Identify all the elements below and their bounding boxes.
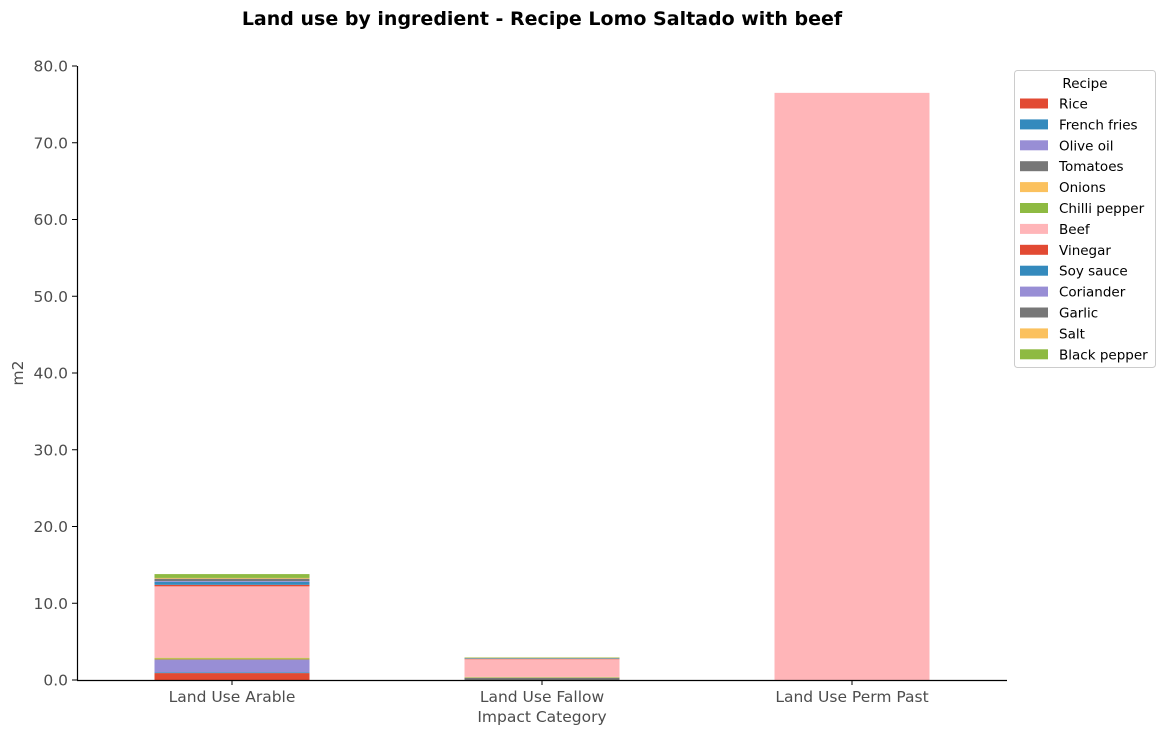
bar-segment: [154, 659, 310, 661]
legend-label: Vinegar: [1059, 243, 1111, 259]
bar-segment: [154, 657, 310, 659]
legend-label: French fries: [1059, 117, 1138, 133]
legend-label: Soy sauce: [1059, 264, 1128, 280]
bar-segment: [464, 677, 620, 680]
bar-segment: [154, 586, 310, 658]
legend-label: Tomatoes: [1058, 159, 1124, 175]
y-ticks: 0.0 10.0 20.0 30.0 40.0 50.0 60.0 70.0 80.0: [33, 58, 77, 690]
y-tick-label: 40.0: [33, 365, 68, 383]
legend-swatch: [1020, 161, 1048, 172]
y-tick-label: 70.0: [33, 134, 68, 152]
legend-swatch: [1020, 244, 1048, 255]
bar-segment: [154, 581, 310, 585]
legend-swatch: [1020, 307, 1048, 318]
y-tick-label: 20.0: [33, 518, 68, 536]
y-axis-label: m2: [9, 361, 27, 386]
legend-label: Coriander: [1059, 285, 1126, 301]
x-axis-label: Impact Category: [477, 708, 606, 726]
y-tick-label: 30.0: [33, 441, 68, 459]
y-tick-label: 60.0: [33, 211, 68, 229]
legend-label: Olive oil: [1059, 138, 1113, 154]
bar-segment: [154, 672, 310, 674]
x-tick-label: Land Use Arable: [169, 688, 296, 706]
legend-swatch: [1020, 182, 1048, 193]
y-tick-label: 0.0: [43, 672, 68, 690]
x-tick-label: Land Use Perm Past: [775, 688, 928, 706]
bar-segment: [154, 660, 310, 673]
bar-segment: [154, 580, 310, 582]
bar-segment: [154, 574, 310, 578]
bar-segment: [154, 578, 310, 581]
legend-label: Black pepper: [1059, 347, 1148, 363]
legend-swatch: [1020, 203, 1048, 213]
bar-segment: [154, 577, 310, 579]
x-ticks: Land Use Arable Land Use Fallow Land Use P…: [169, 680, 929, 706]
bar-segment: [154, 673, 310, 680]
legend-label: Rice: [1059, 97, 1088, 113]
legend-swatch: [1020, 265, 1048, 276]
chart-title: Land use by ingredient - Recipe Lomo Sal…: [242, 8, 843, 30]
legend-swatch: [1020, 349, 1048, 360]
bar-segment: [464, 659, 620, 677]
legend-label: Salt: [1059, 326, 1085, 342]
legend-label: Garlic: [1059, 306, 1098, 322]
legend-swatch: [1020, 98, 1048, 109]
y-tick-label: 10.0: [33, 595, 68, 613]
bars-group: [154, 92, 930, 681]
y-tick-label: 80.0: [33, 58, 68, 76]
legend-frame: [1014, 70, 1156, 368]
legend-swatch: [1020, 140, 1048, 151]
legend-swatch: [1020, 328, 1048, 339]
x-tick-label: Land Use Fallow: [480, 688, 605, 706]
bar-segment: [774, 92, 930, 681]
bar-segment: [154, 584, 310, 587]
legend-title: Recipe: [1062, 76, 1107, 92]
legend-label: Beef: [1059, 222, 1091, 238]
legend-items: Rice French fries Olive oil Tomatoes Onions C…: [1020, 97, 1148, 363]
legend-swatch: [1020, 223, 1048, 234]
legend-label: Chilli pepper: [1059, 201, 1145, 217]
legend-label: Onions: [1059, 180, 1106, 196]
y-tick-label: 50.0: [33, 288, 68, 306]
legend: Recipe Rice French fries Olive oil Tomatoes…: [1014, 70, 1156, 368]
bar-segment: [154, 658, 310, 660]
legend-swatch: [1020, 286, 1048, 297]
legend-swatch: [1020, 119, 1048, 130]
